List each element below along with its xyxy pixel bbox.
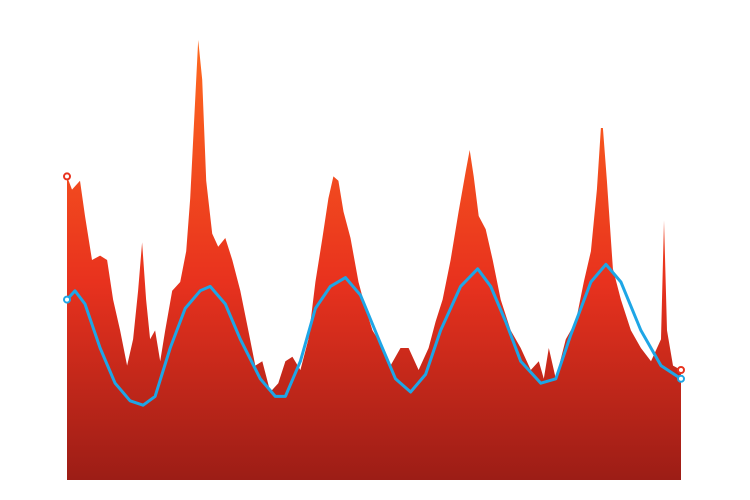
line — [65, 262, 682, 407]
end-marker — [63, 172, 71, 181]
area — [67, 40, 681, 480]
end-marker — [677, 374, 685, 383]
end-marker — [63, 295, 71, 304]
end-marker — [677, 366, 685, 374]
